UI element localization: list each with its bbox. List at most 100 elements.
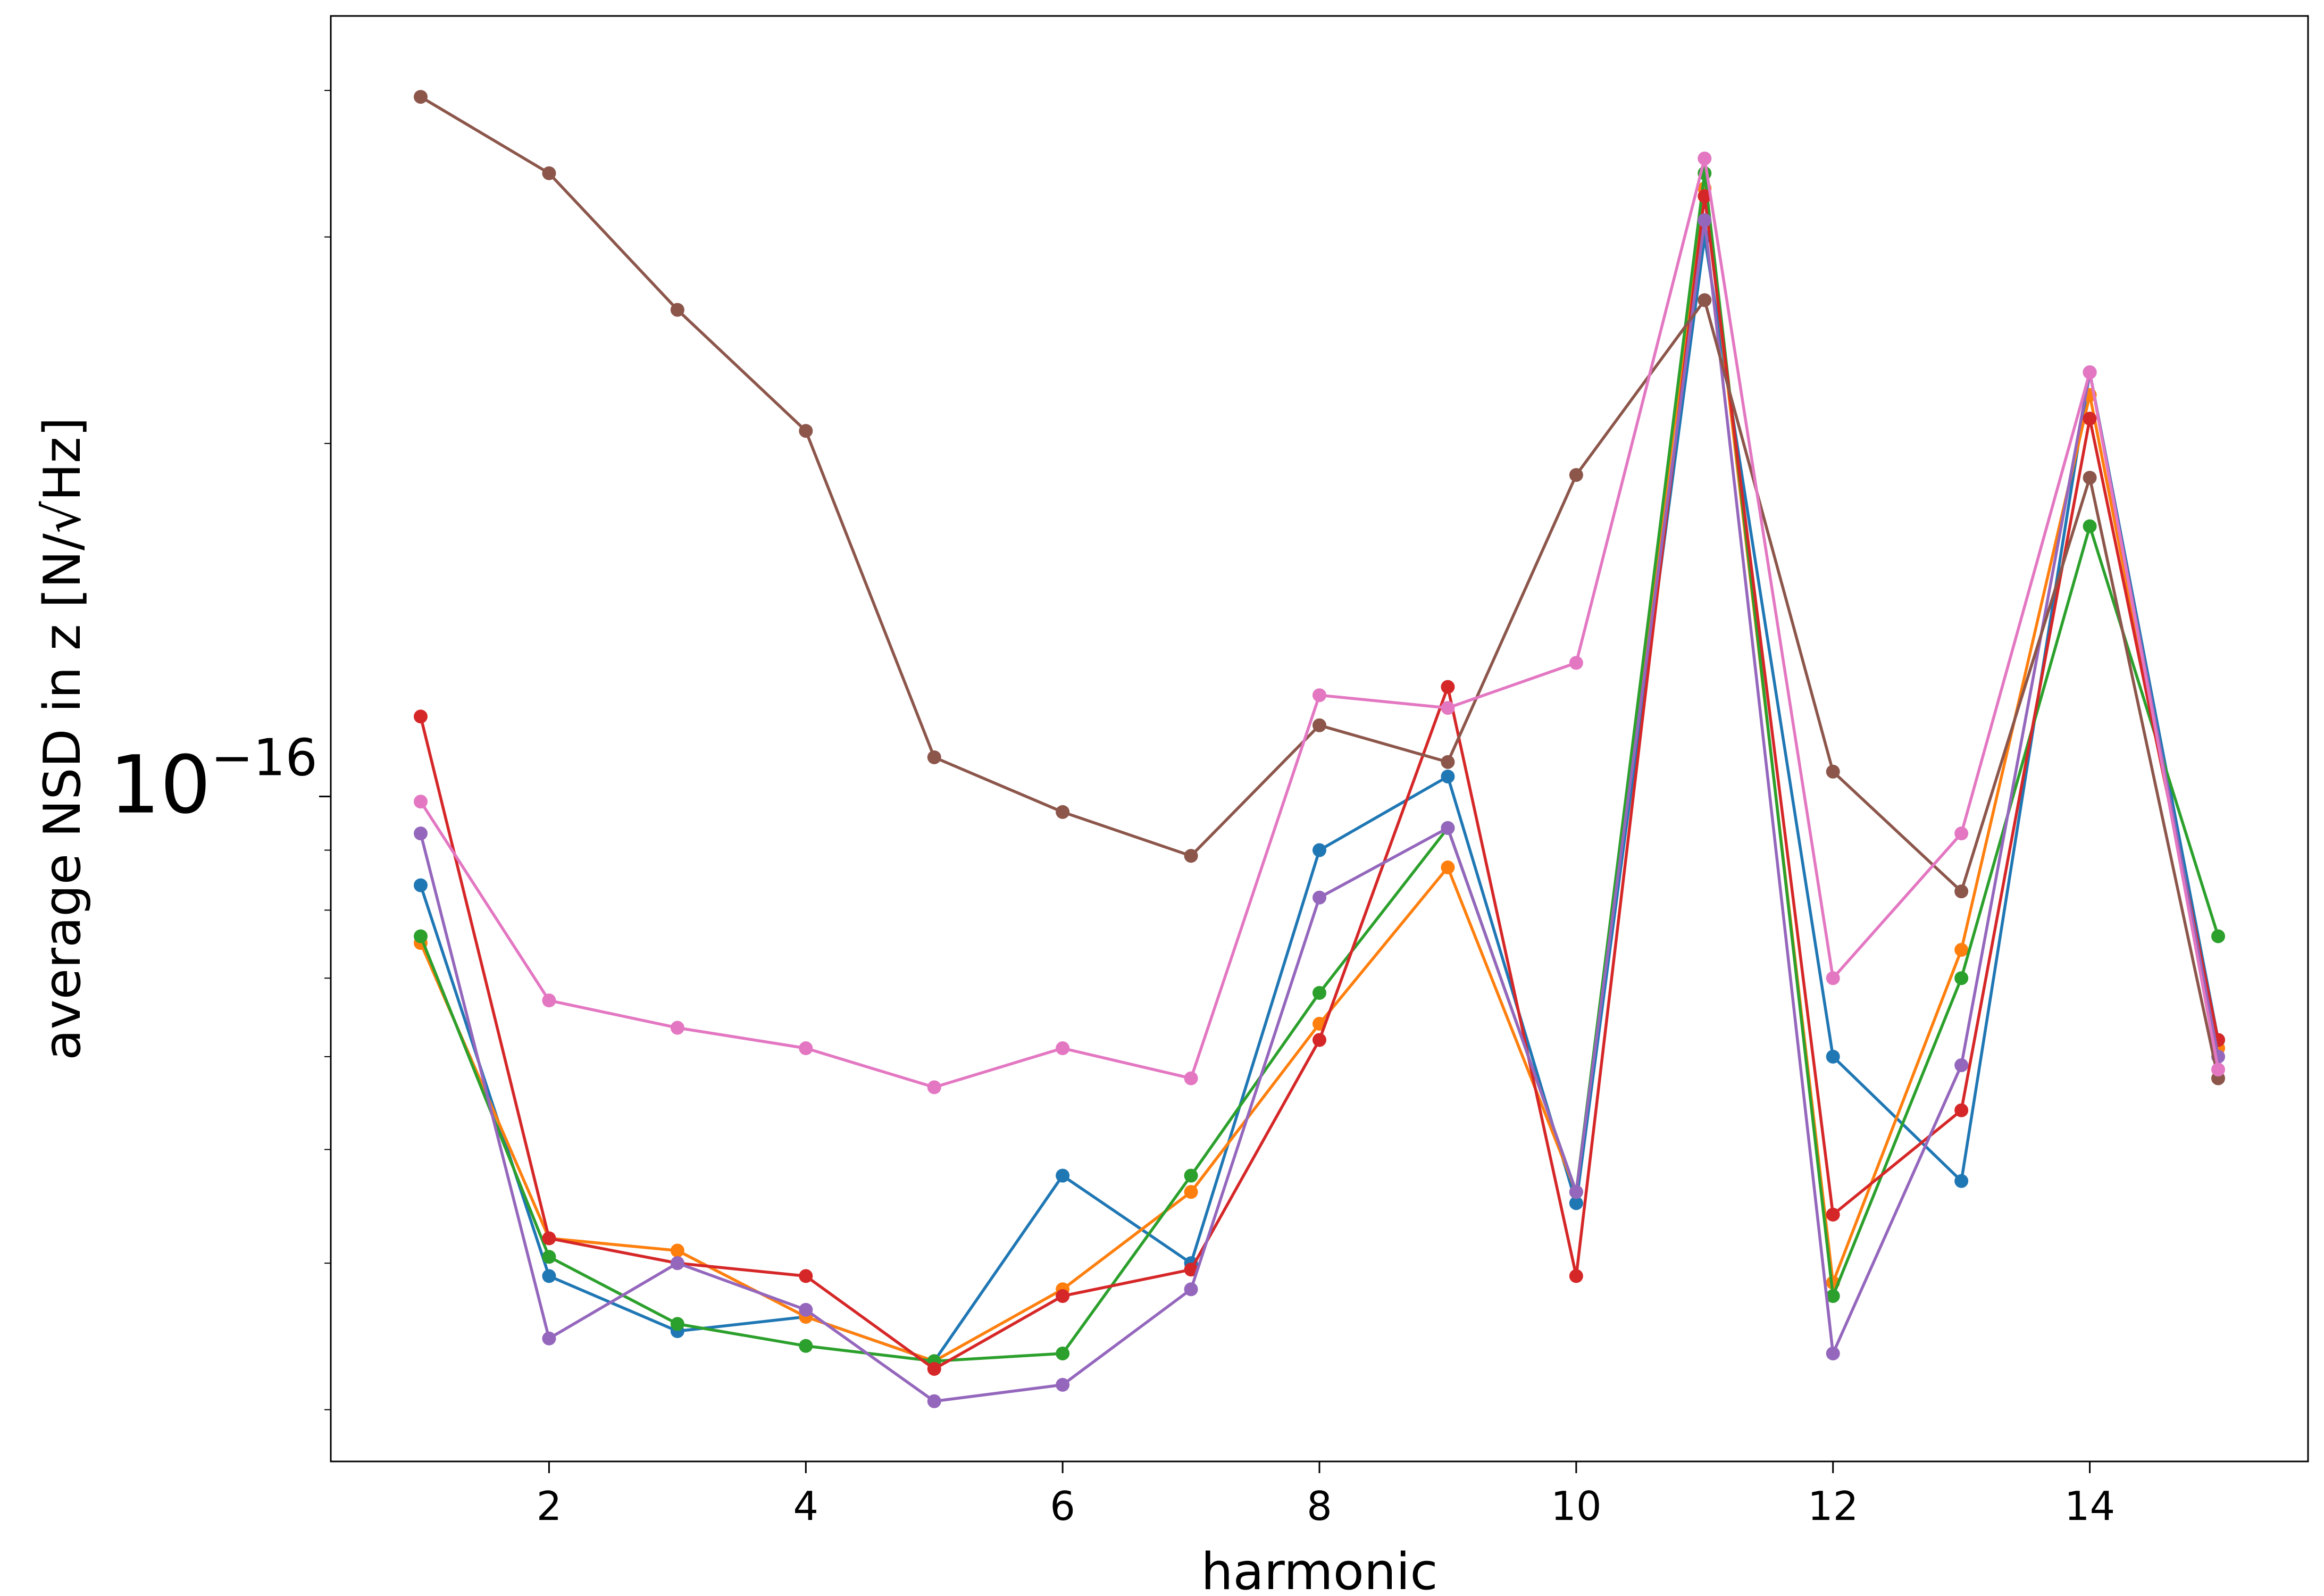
data-point bbox=[1184, 1185, 1198, 1199]
data-point bbox=[1826, 971, 1840, 985]
data-point bbox=[1954, 943, 1969, 957]
data-point bbox=[1056, 805, 1070, 819]
series-4 bbox=[414, 189, 2225, 1376]
data-point bbox=[1313, 985, 1326, 1000]
data-point bbox=[670, 1243, 684, 1258]
x-tick-label: 8 bbox=[1307, 1483, 1332, 1530]
series-1 bbox=[414, 230, 2225, 1368]
data-point bbox=[1056, 1377, 1070, 1392]
data-point bbox=[1569, 656, 1583, 670]
series-line bbox=[419, 157, 2220, 1089]
data-point bbox=[1313, 1033, 1326, 1047]
data-point bbox=[1441, 770, 1455, 784]
data-point bbox=[927, 1361, 941, 1376]
data-point bbox=[670, 1256, 684, 1271]
data-point bbox=[2083, 519, 2097, 533]
data-point bbox=[1313, 688, 1326, 703]
data-point bbox=[1056, 1346, 1070, 1360]
data-point bbox=[1826, 764, 1840, 779]
data-point bbox=[1184, 849, 1198, 863]
data-point bbox=[1441, 755, 1455, 769]
data-point bbox=[799, 1269, 813, 1283]
data-point bbox=[799, 1339, 813, 1353]
data-point bbox=[1441, 680, 1455, 694]
data-point bbox=[1313, 718, 1326, 732]
data-point bbox=[542, 166, 556, 180]
data-point bbox=[2211, 1063, 2225, 1077]
data-point bbox=[2083, 471, 2097, 485]
data-point bbox=[542, 1269, 556, 1283]
data-point bbox=[799, 1041, 813, 1056]
data-point bbox=[1698, 151, 1712, 165]
data-point bbox=[1313, 843, 1326, 857]
series-6 bbox=[414, 90, 2225, 1085]
series-line bbox=[419, 195, 2220, 1371]
data-point bbox=[1184, 1071, 1198, 1085]
data-point bbox=[1184, 1282, 1198, 1297]
data-point bbox=[1954, 826, 1969, 841]
series-line bbox=[420, 95, 2220, 1079]
series-line bbox=[419, 187, 2220, 1363]
series-5 bbox=[414, 213, 2225, 1408]
data-point bbox=[414, 929, 428, 943]
data-point bbox=[414, 90, 428, 104]
y-axis-ticks: 10−16 bbox=[110, 90, 331, 1410]
data-point bbox=[1698, 293, 1712, 307]
x-tick-label: 12 bbox=[1808, 1483, 1858, 1530]
data-point bbox=[1954, 971, 1969, 985]
data-point bbox=[799, 424, 813, 438]
data-point bbox=[1569, 468, 1583, 482]
data-point bbox=[927, 1080, 941, 1094]
series-line bbox=[419, 235, 2220, 1363]
data-point bbox=[1056, 1289, 1070, 1303]
data-point bbox=[799, 1302, 813, 1317]
y-tick-label: 10−16 bbox=[110, 729, 317, 832]
series-layer bbox=[414, 90, 2225, 1408]
data-point bbox=[1569, 1185, 1583, 1199]
data-point bbox=[2211, 929, 2225, 943]
data-point bbox=[414, 826, 428, 841]
data-point bbox=[1441, 701, 1455, 715]
x-tick-label: 6 bbox=[1050, 1483, 1075, 1530]
data-point bbox=[1954, 1103, 1969, 1117]
data-point bbox=[1826, 1289, 1840, 1303]
data-point bbox=[1184, 1168, 1198, 1183]
y-axis-label: average NSD in z [N/√Hz] bbox=[34, 417, 92, 1060]
series-3 bbox=[414, 166, 2225, 1368]
data-point bbox=[414, 709, 428, 724]
data-point bbox=[2083, 365, 2097, 380]
series-line bbox=[419, 219, 2220, 1403]
data-point bbox=[1441, 860, 1455, 875]
data-point bbox=[670, 1021, 684, 1035]
data-point bbox=[414, 878, 428, 892]
data-point bbox=[1954, 884, 1969, 899]
series-2 bbox=[414, 181, 2225, 1368]
x-axis-label: harmonic bbox=[1201, 1543, 1437, 1596]
data-point bbox=[1826, 1049, 1840, 1064]
x-tick-label: 10 bbox=[1551, 1483, 1601, 1530]
data-point bbox=[1441, 821, 1455, 835]
series-line bbox=[419, 171, 2220, 1363]
series-7 bbox=[414, 151, 2225, 1094]
x-tick-label: 4 bbox=[793, 1483, 818, 1530]
data-point bbox=[1313, 890, 1326, 905]
data-point bbox=[1826, 1346, 1840, 1360]
data-point bbox=[542, 1331, 556, 1346]
data-point bbox=[1698, 213, 1712, 228]
data-point bbox=[1698, 189, 1712, 203]
x-axis-ticks: 2 4 6 8 10 12 14 bbox=[537, 1461, 2115, 1530]
data-point bbox=[542, 993, 556, 1008]
data-point bbox=[927, 1394, 941, 1408]
data-point bbox=[1184, 1263, 1198, 1277]
data-point bbox=[414, 795, 428, 809]
data-point bbox=[2083, 412, 2097, 426]
data-point bbox=[1569, 1269, 1583, 1283]
data-point bbox=[1954, 1174, 1969, 1188]
data-point bbox=[542, 1231, 556, 1246]
data-point bbox=[1954, 1058, 1969, 1072]
data-point bbox=[1056, 1041, 1070, 1056]
data-point bbox=[670, 303, 684, 317]
x-tick-label: 14 bbox=[2064, 1483, 2115, 1530]
data-point bbox=[670, 1317, 684, 1331]
